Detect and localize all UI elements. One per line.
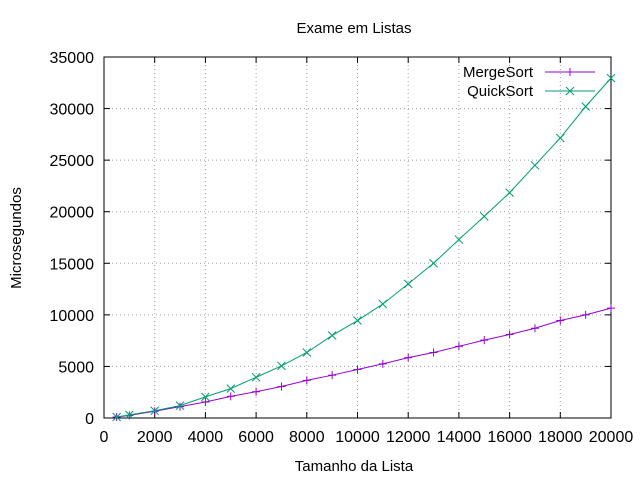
- legend-marker-quicksort: [565, 86, 575, 96]
- y-tick-label: 15000: [50, 256, 95, 273]
- data-point-mergesort: [581, 310, 590, 319]
- data-point-quicksort: [505, 188, 514, 197]
- x-tick-label: 10000: [335, 429, 380, 446]
- legend-label-mergesort: MergeSort: [463, 64, 534, 81]
- data-point-mergesort: [556, 316, 565, 325]
- data-point-mergesort: [480, 336, 489, 345]
- data-point-mergesort: [404, 353, 413, 362]
- x-axis-label: Tamanho da Lista: [295, 458, 414, 475]
- data-point-quicksort: [124, 410, 134, 420]
- data-point-quicksort: [429, 258, 438, 268]
- x-tick-label: 4000: [188, 429, 224, 446]
- x-tick-label: 8000: [289, 429, 325, 446]
- legend-label-quicksort: QuickSort: [467, 83, 534, 100]
- data-point-mergesort: [505, 330, 514, 339]
- y-tick-label: 30000: [50, 102, 95, 119]
- x-axis-ticks: 0 2000 4000 6000 8000 10000 12000 14000 16000 180…: [100, 57, 634, 446]
- legend-marker-mergesort: [566, 68, 574, 76]
- data-point-mergesort: [353, 365, 362, 374]
- data-point-mergesort: [328, 371, 337, 380]
- data-point-quicksort: [454, 235, 464, 244]
- data-point-quicksort: [606, 73, 616, 83]
- x-tick-label: 2000: [137, 429, 173, 446]
- data-point-quicksort: [251, 372, 261, 382]
- data-point-quicksort: [403, 279, 413, 289]
- y-tick-label: 20000: [50, 205, 95, 222]
- y-tick-label: 5000: [58, 359, 94, 376]
- y-axis-ticks: 0 5000 10000 15000 20000 25000 30000 35000: [50, 50, 611, 428]
- y-tick-label: 25000: [50, 153, 95, 170]
- data-point-mergesort: [302, 376, 311, 385]
- data-point-quicksort: [581, 102, 591, 111]
- y-tick-label: 0: [85, 411, 94, 428]
- data-point-quicksort: [353, 316, 362, 325]
- data-point-quicksort: [175, 401, 185, 410]
- data-point-mergesort: [252, 387, 261, 396]
- y-axis-label: Microsegundos: [8, 187, 25, 289]
- data-point-quicksort: [327, 331, 337, 340]
- data-point-quicksort: [479, 212, 489, 221]
- data-point-quicksort: [201, 392, 210, 402]
- data-point-mergesort: [277, 382, 286, 391]
- data-point-mergesort: [429, 348, 438, 357]
- x-tick-label: 0: [100, 429, 109, 446]
- x-tick-label: 6000: [238, 429, 274, 446]
- data-point-quicksort: [530, 160, 540, 170]
- series-layer: [112, 73, 616, 422]
- x-tick-label: 16000: [487, 429, 532, 446]
- data-point-quicksort: [226, 384, 236, 393]
- data-point-mergesort: [378, 359, 387, 368]
- grid-lines: [104, 57, 611, 418]
- x-tick-label: 18000: [538, 429, 583, 446]
- data-point-mergesort: [454, 342, 463, 351]
- data-point-quicksort: [150, 406, 160, 416]
- y-tick-label: 35000: [50, 50, 95, 67]
- data-point-mergesort: [201, 398, 210, 407]
- legend: MergeSort QuickSort: [463, 64, 595, 100]
- x-tick-label: 12000: [386, 429, 431, 446]
- chart-title: Exame em Listas: [296, 20, 411, 37]
- data-point-mergesort: [607, 304, 615, 313]
- data-point-mergesort: [530, 324, 539, 333]
- x-tick-label: 14000: [437, 429, 482, 446]
- x-tick-label: 20000: [589, 429, 634, 446]
- data-point-quicksort: [277, 361, 286, 371]
- data-point-quicksort: [555, 133, 565, 143]
- data-point-quicksort: [112, 412, 122, 422]
- data-point-quicksort: [378, 299, 388, 309]
- y-tick-label: 10000: [50, 308, 95, 325]
- data-point-mergesort: [226, 392, 235, 401]
- data-point-quicksort: [302, 348, 312, 357]
- series-line-mergesort: [116, 307, 612, 418]
